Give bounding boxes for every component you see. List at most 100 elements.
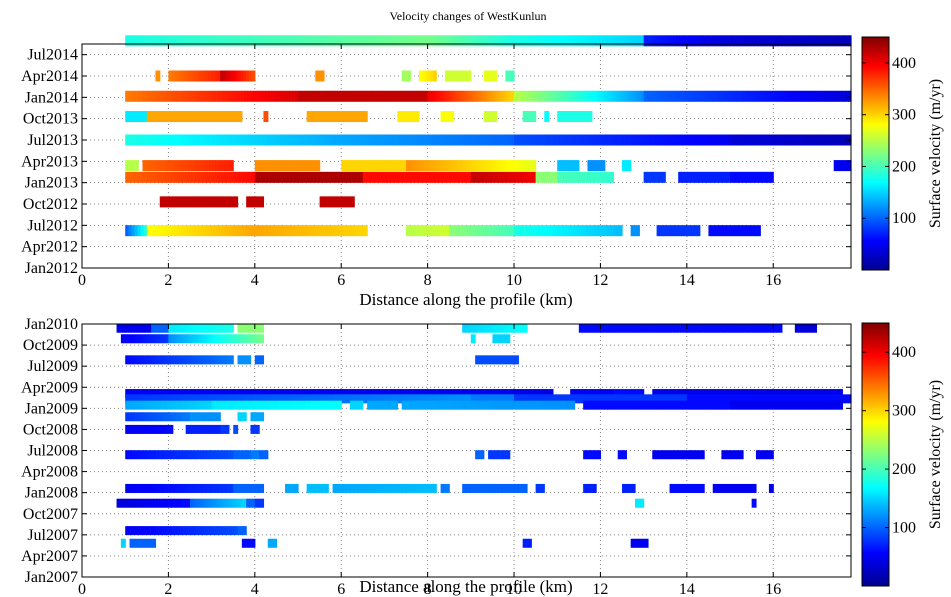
top-velocity-bar: [760, 134, 764, 146]
top-velocity-bar: [841, 134, 846, 146]
top-velocity-bar: [565, 225, 569, 237]
top-velocity-bar: [334, 196, 338, 208]
top-velocity-bar: [170, 171, 175, 183]
bottom-velocity-bar: [318, 483, 323, 493]
bottom-velocity-bar: [742, 389, 747, 399]
top-velocity-bar: [499, 160, 504, 172]
bottom-velocity-bar: [312, 483, 317, 493]
top-velocity-bar: [835, 35, 840, 47]
top-velocity-bar: [503, 171, 507, 183]
top-velocity-bar: [478, 225, 483, 237]
top-velocity-bar: [221, 171, 226, 183]
bottom-velocity-bar: [775, 323, 780, 333]
bottom-velocity-bar: [137, 526, 141, 536]
bottom-velocity-bar: [174, 498, 179, 508]
bottom-velocity-bar: [455, 394, 460, 404]
top-velocity-bar: [195, 70, 200, 82]
top-velocity-bar: [352, 90, 356, 102]
top-velocity-bar: [398, 171, 403, 183]
bottom-velocity-bar: [250, 400, 255, 410]
bottom-velocity-bar: [209, 483, 213, 493]
bottom-velocity-bar: [374, 483, 378, 493]
top-velocity-bar: [226, 90, 231, 102]
bottom-velocity-bar: [160, 424, 165, 434]
top-velocity-bar: [796, 134, 801, 146]
top-velocity-bar: [306, 225, 311, 237]
bottom-velocity-bar: [284, 394, 289, 404]
top-velocity-bar: [481, 90, 485, 102]
bottom-velocity-bar: [757, 323, 762, 333]
top-velocity-bar: [826, 134, 831, 146]
top-velocity-bar: [829, 35, 834, 47]
top-velocity-bar: [455, 225, 459, 237]
top-velocity-bar: [424, 160, 428, 172]
bottom-velocity-bar: [188, 483, 192, 493]
top-velocity-bar: [365, 171, 370, 183]
bottom-velocity-bar: [176, 483, 180, 493]
top-velocity-bar: [164, 171, 168, 183]
bottom-velocity-bar: [407, 394, 412, 404]
top-velocity-bar: [485, 171, 490, 183]
top-velocity-bar: [406, 225, 410, 237]
top-velocity-bar: [511, 70, 515, 82]
top-velocity-bar: [400, 35, 405, 47]
bottom-velocity-bar: [314, 394, 319, 404]
bottom-velocity-bar: [143, 394, 147, 404]
bottom-velocity-bar: [538, 400, 543, 410]
bottom-velocity-bar: [769, 389, 774, 399]
bottom-velocity-bar: [211, 389, 216, 399]
top-velocity-bar: [257, 134, 261, 146]
bottom-velocity-bar: [818, 389, 822, 399]
bottom-velocity-bar: [793, 400, 798, 410]
top-velocity-bar: [296, 171, 301, 183]
bottom-velocity-bar: [718, 400, 722, 410]
top-velocity-bar: [334, 35, 339, 47]
top-velocity-bar: [571, 225, 575, 237]
bottom-velocity-bar: [506, 323, 510, 333]
top-velocity-bar: [149, 90, 153, 102]
top-velocity-bar: [315, 111, 320, 123]
bottom-velocity-bar: [769, 323, 774, 333]
top-velocity-bar: [490, 160, 495, 172]
bottom-x-tick-label: 10: [506, 581, 522, 597]
bottom-velocity-bar: [772, 400, 777, 410]
bottom-velocity-bar: [482, 483, 487, 493]
top-velocity-bar: [525, 111, 530, 123]
top-velocity-bar: [775, 134, 780, 146]
top-velocity-bar: [328, 90, 332, 102]
bottom-velocity-bar: [392, 394, 397, 404]
bottom-velocity-bar: [182, 355, 186, 365]
bottom-velocity-bar: [462, 483, 466, 493]
bottom-velocity-bar: [619, 389, 624, 399]
bottom-velocity-bar: [737, 394, 742, 404]
top-velocity-bar: [586, 225, 590, 237]
top-velocity-bar: [598, 134, 602, 146]
bottom-velocity-bar: [652, 400, 656, 410]
bottom-velocity-bar: [210, 498, 215, 508]
top-velocity-bar: [529, 225, 533, 237]
top-velocity-bar: [723, 171, 728, 183]
bottom-velocity-bar: [220, 400, 225, 410]
top-velocity-bar: [298, 90, 302, 102]
top-x-tick-label: 12: [592, 272, 608, 289]
bottom-velocity-bar: [406, 483, 411, 493]
bottom-velocity-bar: [678, 483, 682, 493]
bottom-velocity-bar: [468, 323, 472, 333]
top-velocity-bar: [230, 225, 235, 237]
top-velocity-bar: [727, 134, 731, 146]
top-velocity-bar: [475, 225, 480, 237]
top-velocity-bar: [557, 160, 561, 172]
top-velocity-bar: [176, 225, 181, 237]
top-velocity-bar: [526, 160, 531, 172]
top-velocity-bar: [604, 225, 608, 237]
top-velocity-bar: [262, 35, 267, 47]
bottom-velocity-bar: [824, 400, 828, 410]
top-velocity-bar: [490, 90, 494, 102]
top-velocity-bar: [739, 35, 743, 47]
top-x-tick-label: 4: [251, 272, 259, 289]
bottom-velocity-bar: [412, 483, 417, 493]
top-velocity-bar: [236, 134, 240, 146]
bottom-velocity-bar: [509, 323, 513, 333]
bottom-velocity-bar: [475, 389, 479, 399]
bottom-colorbar-tick-label: 400: [892, 344, 916, 361]
